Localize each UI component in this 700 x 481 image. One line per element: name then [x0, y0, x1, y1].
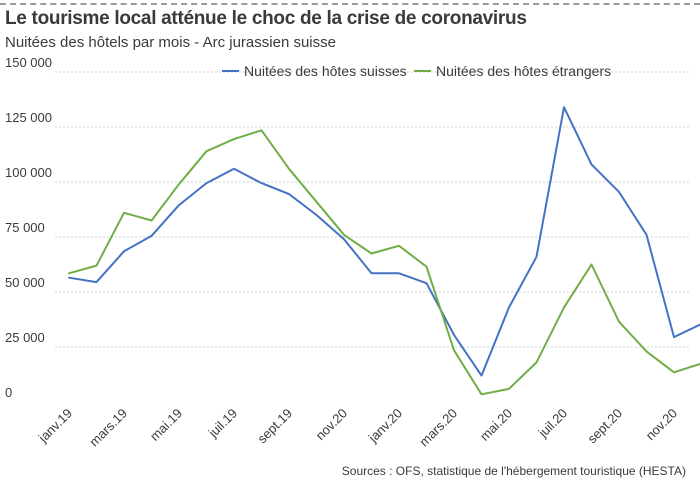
chart-title: Le tourisme local atténue le choc de la …	[5, 8, 527, 29]
x-tick-label: mars.20	[416, 406, 460, 450]
series-lines	[68, 106, 700, 396]
x-tick-label: mai.20	[477, 406, 515, 444]
legend-label: Nuitées des hôtes suisses	[244, 63, 407, 79]
y-tick-label: 100 000	[5, 165, 52, 180]
source-note: Sources : OFS, statistique de l'hébergem…	[341, 464, 686, 478]
series-line-suisses	[68, 106, 700, 377]
x-tick-label: mai.19	[147, 406, 185, 444]
x-tick-label: sept.19	[254, 406, 295, 447]
y-tick-label: 25 000	[5, 330, 45, 345]
top-dashed-rule	[0, 3, 700, 5]
x-tick-label: mars.19	[86, 406, 130, 450]
y-tick-label: 125 000	[5, 110, 52, 125]
y-tick-label: 75 000	[5, 220, 45, 235]
y-tick-label: 50 000	[5, 275, 45, 290]
x-tick-label: janv.19	[35, 406, 75, 446]
x-tick-label: juil.20	[535, 406, 570, 441]
x-tick-label: nov.20	[313, 406, 351, 444]
x-tick-label: sept.20	[584, 406, 625, 447]
gridlines	[55, 71, 690, 348]
x-axis-ticks: janv.19 mars.19 mai.19 juil.19 sept.19 nov.20…	[35, 406, 680, 450]
x-tick-label: janv.20	[365, 406, 405, 446]
legend: Nuitées des hôtes suisses Nuitées des hôt…	[222, 63, 611, 79]
x-tick-label: juil.19	[205, 406, 240, 441]
y-tick-label: 150 000	[5, 55, 52, 70]
x-tick-label: nov.20	[643, 406, 681, 444]
series-line-etrangers	[68, 129, 700, 396]
y-axis-ticks: 0 25 000 50 000 75 000 100 000 125 000 150 000	[5, 55, 52, 400]
legend-label: Nuitées des hôtes étrangers	[436, 63, 611, 79]
y-tick-label: 0	[5, 385, 12, 400]
chart-subtitle: Nuitées des hôtels par mois - Arc jurass…	[5, 34, 336, 51]
